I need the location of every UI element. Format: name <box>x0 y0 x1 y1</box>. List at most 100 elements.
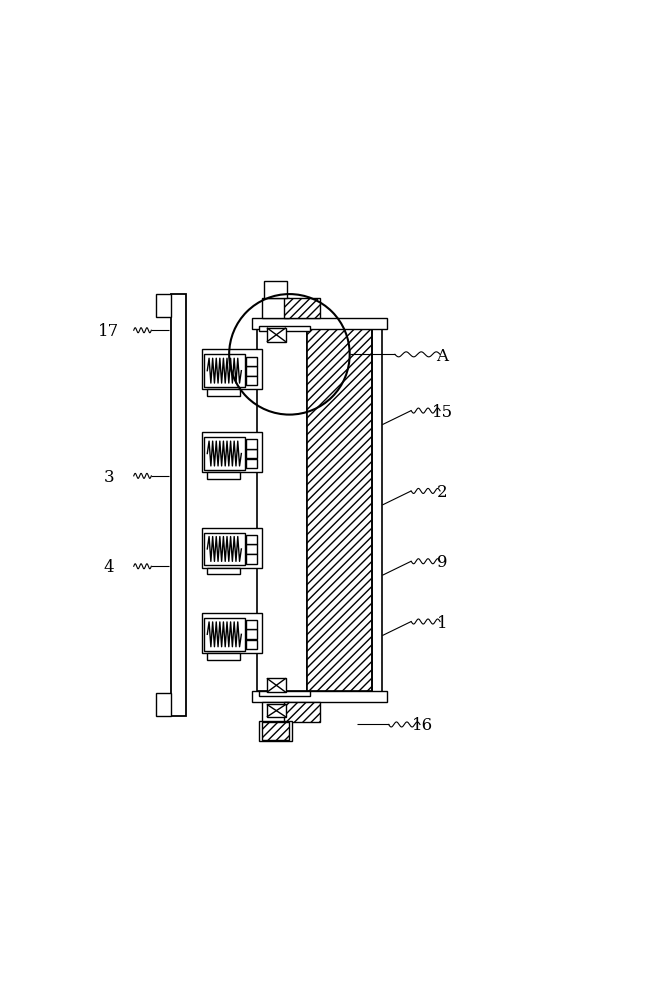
Point <box>262 536 272 552</box>
Point <box>288 660 298 676</box>
Point <box>283 339 294 355</box>
Point <box>257 377 267 393</box>
Point <box>255 644 265 660</box>
Point <box>262 491 273 507</box>
Point <box>293 402 303 418</box>
Point <box>262 327 273 343</box>
Point <box>270 460 280 476</box>
Point <box>270 427 281 443</box>
Bar <box>246 629 257 639</box>
Point <box>273 435 284 451</box>
Point <box>293 525 303 541</box>
Point <box>263 659 273 675</box>
Point <box>295 379 305 395</box>
Point <box>263 519 273 535</box>
Point <box>295 678 306 694</box>
Point <box>277 343 287 359</box>
Point <box>291 639 301 655</box>
Bar <box>246 357 257 366</box>
Point <box>294 587 305 603</box>
Point <box>274 421 284 437</box>
Point <box>262 369 272 385</box>
Bar <box>257 329 307 691</box>
Point <box>259 433 269 449</box>
Point <box>294 476 304 492</box>
Point <box>275 634 285 650</box>
Point <box>264 606 274 622</box>
Point <box>283 511 294 527</box>
Point <box>278 545 288 561</box>
Point <box>278 494 288 510</box>
Point <box>294 402 305 418</box>
Point <box>283 444 294 460</box>
Point <box>264 408 274 424</box>
Point <box>271 515 281 531</box>
Point <box>286 655 296 671</box>
Point <box>270 386 281 402</box>
Point <box>279 578 289 594</box>
Point <box>295 567 305 583</box>
Point <box>266 567 276 583</box>
Point <box>278 657 288 673</box>
Point <box>254 389 264 405</box>
Point <box>273 353 284 369</box>
Point <box>287 383 297 399</box>
Point <box>269 423 279 439</box>
Point <box>284 582 294 598</box>
Point <box>291 429 301 445</box>
Point <box>272 633 282 649</box>
Point <box>270 533 281 549</box>
Point <box>295 453 306 469</box>
Point <box>260 439 271 455</box>
Point <box>288 626 299 642</box>
Bar <box>262 298 290 318</box>
Bar <box>264 281 287 298</box>
Point <box>284 616 295 632</box>
Point <box>268 438 278 454</box>
Point <box>293 661 303 677</box>
Point <box>283 428 293 444</box>
Point <box>264 415 275 431</box>
Point <box>260 591 271 607</box>
Point <box>260 674 270 690</box>
Point <box>299 341 309 357</box>
Point <box>269 463 279 479</box>
Point <box>273 597 284 613</box>
Text: 2: 2 <box>437 484 448 501</box>
Point <box>272 342 282 358</box>
Point <box>275 398 286 414</box>
Point <box>260 408 270 424</box>
Text: 3: 3 <box>103 469 114 486</box>
Bar <box>246 449 257 458</box>
Point <box>264 336 275 352</box>
Point <box>260 499 270 515</box>
Point <box>262 656 272 672</box>
Point <box>274 598 284 614</box>
Point <box>299 622 310 638</box>
Point <box>272 665 283 681</box>
Point <box>262 441 273 457</box>
Point <box>273 639 283 655</box>
Point <box>286 666 297 682</box>
Point <box>294 481 304 497</box>
Point <box>290 566 300 582</box>
Point <box>288 649 298 665</box>
Point <box>262 594 273 610</box>
Point <box>276 564 286 580</box>
Point <box>258 554 268 570</box>
Point <box>267 531 277 547</box>
Point <box>256 373 266 389</box>
Point <box>285 549 295 565</box>
Point <box>267 665 277 681</box>
Point <box>279 404 290 420</box>
Point <box>264 619 274 635</box>
Point <box>256 538 266 554</box>
Point <box>266 536 277 552</box>
Point <box>284 608 295 624</box>
Point <box>280 616 290 632</box>
Point <box>295 351 306 367</box>
Point <box>255 373 266 389</box>
Point <box>300 580 310 596</box>
Point <box>276 352 286 368</box>
Point <box>290 483 300 499</box>
